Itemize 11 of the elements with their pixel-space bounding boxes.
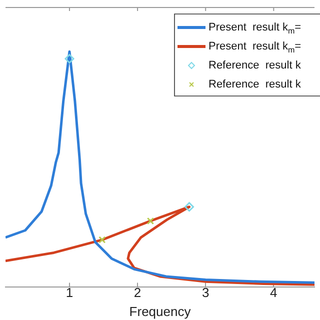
legend-label: Reference result k xyxy=(208,60,302,72)
x-tick-label: 2 xyxy=(134,285,142,300)
x-tick-label: 3 xyxy=(202,285,210,300)
point xyxy=(64,54,74,64)
legend-label: Reference result k xyxy=(208,78,302,91)
x-tick-label: 1 xyxy=(66,285,74,300)
point xyxy=(98,236,106,244)
point xyxy=(146,217,154,225)
x-tick-label: 4 xyxy=(270,285,278,300)
point xyxy=(184,202,194,212)
x-axis-title: Frequency xyxy=(129,304,192,319)
